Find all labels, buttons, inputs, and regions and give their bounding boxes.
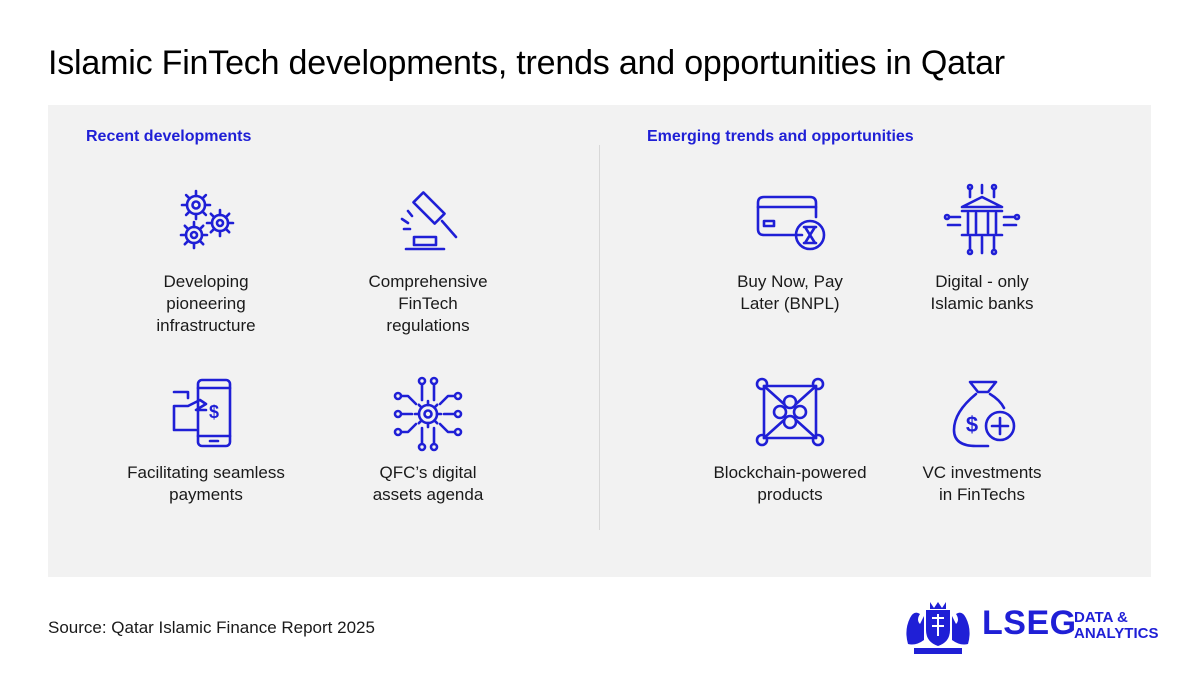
crest-icon [906, 602, 970, 654]
item-digital-assets-agenda: QFC’s digital assets agenda [318, 374, 538, 506]
item-label: Digital - only Islamic banks [930, 272, 1034, 313]
item-label: Blockchain-powered products [713, 463, 867, 504]
digital-bank-icon [943, 183, 1021, 256]
item-blockchain-products: Blockchain-powered products [680, 374, 900, 506]
item-label: VC investments in FinTechs [922, 463, 1042, 504]
page-title: Islamic FinTech developments, trends and… [48, 44, 1005, 82]
item-digital-islamic-banks: Digital - only Islamic banks [872, 183, 1092, 315]
item-label: Comprehensive FinTech regulations [368, 272, 488, 335]
item-seamless-payments: $ Facilitating seamless payments [96, 374, 316, 506]
item-label: QFC’s digital assets agenda [372, 463, 484, 504]
item-label: Developing pioneering infrastructure [156, 272, 256, 335]
item-pioneering-infrastructure: Developing pioneering infrastructure [96, 183, 316, 337]
item-vc-investments: $ VC investments in FinTechs [872, 374, 1092, 506]
logo-subtitle: DATA & ANALYTICS [1074, 610, 1158, 642]
card-hourglass-icon [756, 195, 826, 251]
svg-text:$: $ [966, 412, 978, 437]
item-label: Buy Now, Pay Later (BNPL) [737, 272, 843, 313]
logo-subtitle-line1: DATA & [1074, 609, 1128, 626]
blockchain-icon [755, 377, 825, 447]
logo-subtitle-line2: ANALYTICS [1074, 625, 1159, 642]
recent-developments-heading: Recent developments [86, 128, 252, 145]
lseg-logo: LSEG DATA & ANALYTICS [902, 600, 1172, 658]
gavel-icon [400, 191, 458, 251]
mobile-payment-icon: $ [172, 378, 232, 448]
item-bnpl: Buy Now, Pay Later (BNPL) [680, 183, 900, 315]
gears-icon [179, 189, 235, 250]
logo-wordmark: LSEG [982, 604, 1077, 642]
emerging-trends-heading: Emerging trends and opportunities [647, 128, 914, 145]
item-label: Facilitating seamless payments [127, 463, 285, 504]
digital-gear-network-icon [393, 376, 463, 452]
section-divider [599, 145, 600, 530]
svg-text:$: $ [209, 402, 219, 422]
item-fintech-regulations: Comprehensive FinTech regulations [318, 183, 538, 337]
money-bag-plus-icon: $ [952, 380, 1016, 448]
source-note: Source: Qatar Islamic Finance Report 202… [48, 618, 375, 637]
